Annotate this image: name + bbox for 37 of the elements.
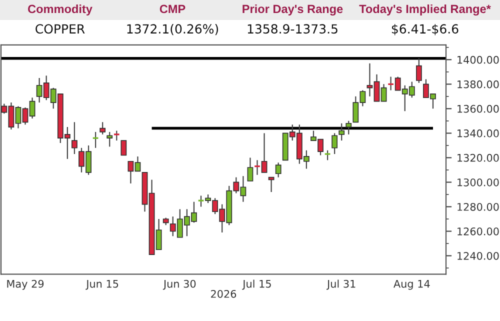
candlestick: [338, 122, 345, 142]
text: 1358.9-1373.5: [248, 24, 338, 34]
text: Commodity: [28, 4, 92, 16]
candlestick: [332, 132, 338, 155]
y-tick-label: 1260.00: [458, 227, 499, 236]
candlestick: [275, 162, 282, 178]
candlestick: [113, 130, 120, 142]
y-tick-label: 1400.00: [458, 56, 499, 64]
text: CMP: [160, 4, 186, 14]
y-tick-label: 1300.00: [458, 178, 499, 186]
x-axis-title: 2026: [211, 290, 236, 298]
candlestick: [416, 58, 422, 84]
candlestick: [72, 122, 78, 155]
x-tick-label: Jul 15: [242, 280, 271, 290]
x-tick-label: Jun 15: [86, 280, 118, 290]
x-tick-label: Aug 14: [394, 280, 430, 290]
text: COPPER: [36, 24, 85, 34]
text: 1372.1(0.26%): [127, 24, 218, 36]
y-tick-label: 1280.00: [458, 202, 499, 211]
candlestick: [120, 140, 127, 156]
x-tick-label: Jul 31: [326, 280, 356, 290]
text: Prior Day's Range: [242, 4, 343, 16]
y-tick-label: 1320.00: [458, 154, 499, 162]
y-tick-label: 1240.00: [458, 252, 499, 260]
y-tick-label: 1360.00: [458, 104, 499, 113]
candlestick: [106, 131, 113, 148]
candlestick: [346, 120, 352, 135]
y-tick-label: 1380.00: [458, 80, 499, 88]
candlestick: [268, 176, 274, 193]
candlestick: [324, 150, 332, 161]
candlestick: [247, 157, 254, 182]
x-tick-label: May 29: [7, 280, 44, 290]
candlestick: [100, 122, 106, 135]
x-tick-label: Jun 30: [162, 280, 196, 290]
text: Today's Implied Range*: [359, 4, 491, 16]
y-tick-label: 1340.00: [458, 129, 499, 138]
text: $6.41-$6.6: [392, 24, 458, 36]
